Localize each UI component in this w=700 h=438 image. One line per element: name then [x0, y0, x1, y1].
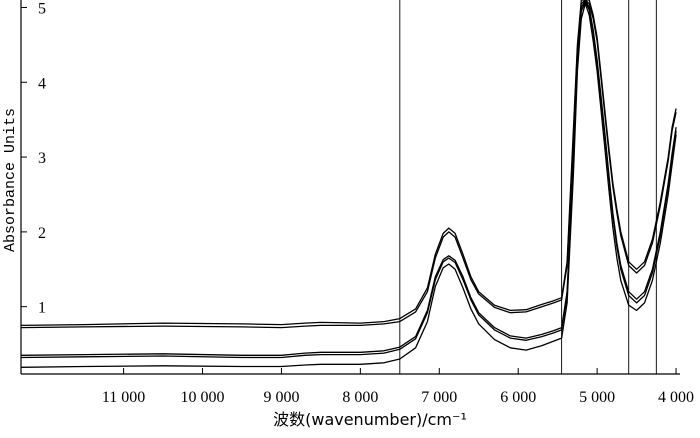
spectra-series: [20, 0, 677, 368]
x-tick-label-6: 5 000: [579, 389, 615, 406]
x-tick-label-0: 11 000: [102, 389, 145, 406]
y-ticks: 1 2 3 4 5: [21, 0, 46, 317]
spectrum-line-4: [20, 3, 677, 368]
vertical-markers: [399, 0, 657, 374]
x-tick-label-3: 8 000: [342, 389, 378, 406]
spectrum-line-2: [20, 0, 677, 356]
spectrum-line-0: [20, 0, 677, 327]
x-ticks: 11 000 10 000 9 000 8 000 7 000 6 000 5 000 4 0…: [102, 368, 694, 406]
x-tick-label-7: 4 000: [658, 389, 694, 406]
y-tick-label-1: 2: [38, 225, 46, 242]
x-tick-label-4: 7 000: [421, 389, 457, 406]
spectrum-line-1: [20, 0, 677, 329]
y-tick-label-0: 1: [38, 300, 46, 317]
x-tick-label-1: 10 000: [181, 389, 225, 406]
x-tick-label-5: 6 000: [500, 389, 536, 406]
y-tick-label-3: 4: [38, 75, 46, 92]
y-tick-label-4: 5: [38, 0, 46, 17]
spectrum-line-3: [20, 0, 677, 359]
y-axis-title: Absorbance Units: [2, 108, 19, 252]
x-axis-title: 波数(wavenumber)/cm⁻¹: [273, 410, 467, 429]
x-tick-label-2: 9 000: [263, 389, 299, 406]
y-tick-label-2: 3: [38, 150, 46, 167]
